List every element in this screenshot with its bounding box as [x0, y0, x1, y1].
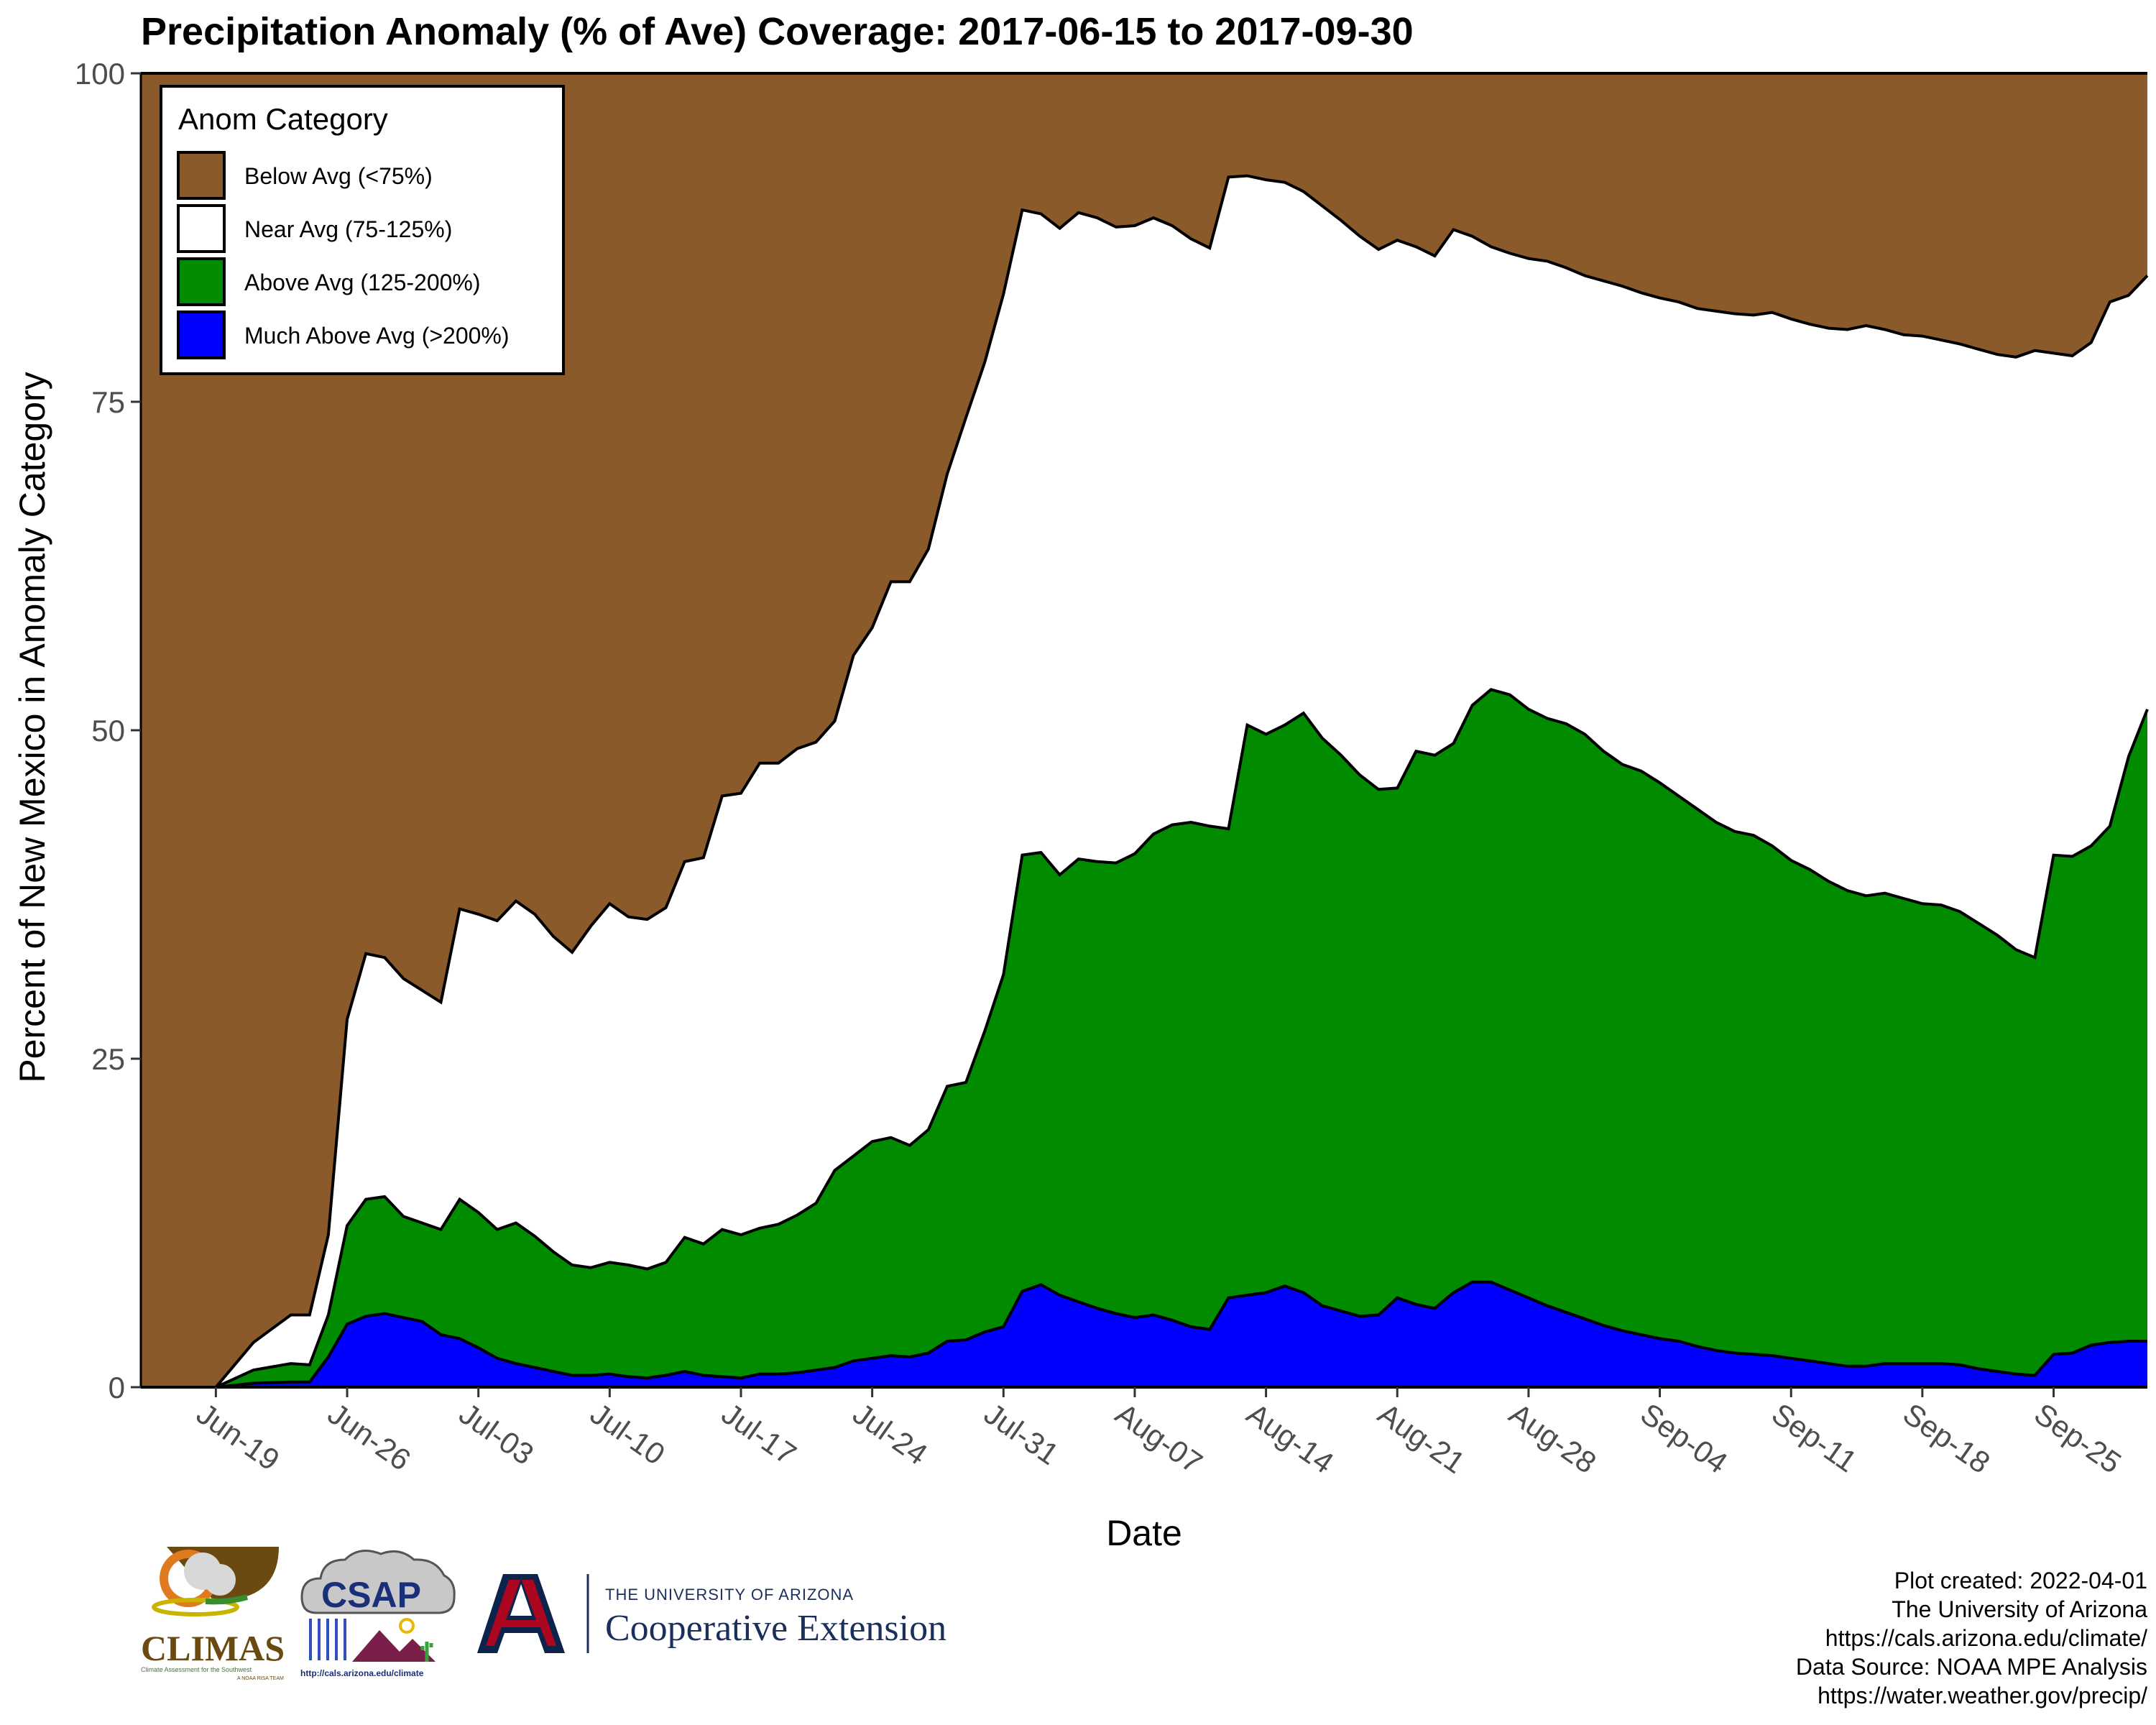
x-tick-label: Jun-26	[322, 1397, 417, 1477]
csap-logo: CSAP http://cals.arizona.edu/climate	[300, 1550, 456, 1678]
x-tick-label: Aug-28	[1503, 1397, 1603, 1480]
credit-line: Plot created: 2022-04-01	[1894, 1568, 2147, 1593]
legend-label-much-above: Much Above Avg (>200%)	[244, 323, 510, 349]
series-line-above-top	[141, 688, 2149, 1389]
x-tick-label: Jul-24	[847, 1397, 934, 1471]
legend-label-below: Below Avg (<75%)	[244, 163, 433, 189]
plot-area	[141, 72, 2149, 1389]
x-tick-label: Jul-10	[584, 1397, 671, 1471]
legend-label-near: Near Avg (75-125%)	[244, 216, 452, 242]
y-tick-label: 75	[91, 385, 125, 419]
legend-swatch-much-above	[177, 310, 226, 359]
credit-line: Data Source: NOAA MPE Analysis	[1796, 1654, 2147, 1680]
ua-line2: Cooperative Extension	[605, 1608, 946, 1649]
ua-line1: THE UNIVERSITY OF ARIZONA	[605, 1586, 854, 1604]
x-tick-label: Jul-17	[716, 1397, 803, 1471]
x-tick-label: Aug-14	[1240, 1397, 1340, 1480]
x-tick-label: Aug-21	[1372, 1397, 1471, 1480]
legend-box	[160, 85, 565, 375]
y-axis-label: Percent of New Mexico in Anomaly Categor…	[12, 372, 52, 1082]
x-tick-label: Aug-07	[1110, 1397, 1209, 1480]
csap-name: CSAP	[321, 1575, 421, 1615]
credits-block: Plot created: 2022-04-01 The University o…	[1796, 1568, 2147, 1708]
x-tick-label: Jul-03	[453, 1397, 540, 1471]
y-tick-label: 0	[109, 1371, 125, 1404]
x-axis-label: Date	[1106, 1513, 1182, 1553]
csap-rain-icon	[309, 1619, 346, 1660]
climas-leaf-icon	[205, 1594, 249, 1605]
climas-name: CLIMAS	[141, 1628, 285, 1668]
series-line-near-top	[141, 174, 2149, 1389]
area-much-above-avg	[141, 1282, 2147, 1387]
chart-title: Precipitation Anomaly (% of Ave) Coverag…	[141, 10, 1414, 53]
legend-swatch-above	[177, 257, 226, 306]
legend-swatch-near	[177, 204, 226, 253]
csap-cloud-icon	[300, 1550, 456, 1614]
credit-line: https://cals.arizona.edu/climate/	[1825, 1625, 2147, 1651]
legend-label-above: Above Avg (125-200%)	[244, 270, 481, 295]
x-tick-label: Sep-18	[1897, 1397, 1996, 1480]
x-tick-label: Jun-19	[190, 1397, 285, 1477]
legend: Anom Category Below Avg (<75%) Near Avg …	[160, 85, 565, 375]
legend-title: Anom Category	[178, 102, 388, 136]
area-above-avg	[141, 689, 2147, 1387]
climas-logo: CLIMAS Climate Assessment for the Southw…	[141, 1547, 285, 1681]
credit-line: The University of Arizona	[1892, 1596, 2147, 1622]
area-below-avg	[141, 73, 2147, 1387]
ua-block-a-inner-icon	[486, 1578, 556, 1646]
x-tick-label: Sep-11	[1766, 1397, 1863, 1478]
climas-subtag: A NOAA RISA TEAM	[237, 1676, 284, 1681]
csap-url: http://cals.arizona.edu/climate	[300, 1668, 424, 1678]
climas-tagline: Climate Assessment for the Southwest	[141, 1666, 252, 1673]
series-line-much-above-top	[141, 1280, 2147, 1389]
climas-ring-icon	[152, 1598, 239, 1616]
ua-logo: THE UNIVERSITY OF ARIZONA Cooperative Ex…	[477, 1574, 946, 1653]
csap-mountain-icon	[352, 1630, 436, 1662]
legend-swatch-below	[177, 151, 226, 200]
credit-line: https://water.weather.gov/precip/	[1818, 1683, 2147, 1708]
y-axis: 0 25 50 75 100	[75, 57, 142, 1404]
x-tick-label: Sep-04	[1634, 1397, 1733, 1480]
area-near-avg	[141, 175, 2147, 1388]
y-tick-label: 50	[91, 714, 125, 748]
x-axis: Jun-19 Jun-26 Jul-03 Jul-10 Jul-17 Jul-24 Jul-…	[190, 1387, 2127, 1480]
climas-cloud-icon-part	[204, 1564, 236, 1596]
x-tick-label: Jul-31	[978, 1397, 1065, 1471]
csap-sun-icon	[399, 1618, 415, 1634]
x-tick-label: Sep-25	[2028, 1397, 2127, 1480]
csap-cactus-icon	[420, 1642, 433, 1662]
y-tick-label: 25	[91, 1042, 125, 1076]
y-tick-label: 100	[75, 57, 125, 91]
